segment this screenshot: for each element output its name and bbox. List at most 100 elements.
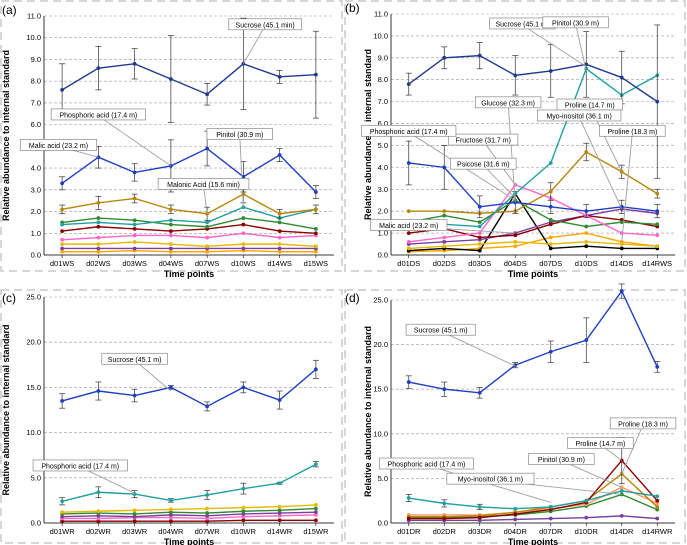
callout-box	[450, 157, 517, 170]
data-point	[277, 511, 282, 515]
series-sucrose-45-1-m-	[405, 24, 661, 179]
data-point	[168, 229, 173, 234]
series-line	[408, 199, 658, 228]
data-point	[406, 496, 411, 500]
y-tick-label: 8.0	[378, 75, 388, 84]
data-point	[241, 514, 246, 519]
data-point	[96, 235, 101, 240]
data-point	[313, 506, 318, 511]
data-point	[313, 249, 318, 254]
y-tick-label: 25.0	[26, 293, 41, 302]
series-line	[62, 514, 316, 520]
callout-box	[101, 352, 168, 365]
data-point	[96, 389, 101, 393]
callout-label: Sucrose (45.1 m)	[108, 357, 162, 364]
data-point	[205, 224, 210, 229]
data-point	[406, 380, 411, 384]
y-tick-label: 2.0	[378, 207, 388, 216]
series-line	[408, 289, 658, 394]
data-point	[205, 511, 210, 515]
data-point	[584, 338, 589, 343]
callout-box	[228, 18, 302, 31]
data-point	[477, 518, 482, 523]
data-point	[277, 249, 282, 254]
data-point	[60, 249, 65, 254]
series-line	[61, 463, 317, 502]
data-point	[241, 216, 246, 220]
callout-label: Malic acid (23.2 m)	[379, 223, 438, 230]
data-point	[477, 515, 482, 520]
y-tick-label: 10.0	[373, 31, 388, 40]
data-point	[313, 72, 318, 77]
data-point	[584, 209, 589, 214]
data-point	[548, 246, 553, 251]
callout-label: Phosphoric acid (17.4 m)	[388, 462, 466, 469]
series-line	[408, 232, 658, 253]
data-point	[168, 218, 173, 223]
data-point	[477, 235, 482, 240]
data-point	[96, 490, 101, 495]
x-tick-label: d04WS	[159, 259, 184, 268]
data-point	[132, 218, 137, 223]
data-point	[584, 150, 589, 154]
data-point	[205, 235, 210, 240]
data-point	[477, 242, 482, 246]
data-point	[584, 224, 589, 229]
data-point	[442, 209, 447, 214]
callout-line	[621, 424, 644, 475]
data-point	[442, 213, 447, 218]
data-point	[313, 518, 318, 523]
callout-box	[32, 459, 128, 472]
data-point	[241, 222, 246, 227]
panel-letter: (a)	[2, 3, 17, 17]
data-point	[60, 237, 65, 242]
series-line	[408, 473, 658, 518]
x-tick-label: d01DS	[397, 259, 420, 268]
panel-letter: (d)	[345, 291, 360, 305]
data-point	[60, 514, 65, 519]
callout-box	[206, 128, 273, 140]
callout-label: Phosphoric acid (17.4 m)	[370, 129, 448, 136]
x-tick-label: d15WS	[304, 259, 329, 268]
y-tick-label: 20.0	[26, 338, 41, 347]
callout-line	[522, 24, 587, 67]
data-point	[655, 507, 660, 512]
data-point	[406, 239, 411, 244]
series-line	[408, 208, 658, 245]
callout-label: Phosphoric acid (17.4 m)	[41, 463, 119, 470]
data-point	[132, 222, 137, 227]
data-point	[96, 249, 101, 254]
series-line	[408, 151, 658, 215]
x-tick-label: d02WS	[86, 259, 111, 268]
callout-label: Sucrose (45.1 m)	[496, 21, 550, 28]
data-point	[168, 77, 173, 81]
x-tick-label: d14RWR	[642, 527, 673, 536]
data-point	[548, 235, 553, 240]
data-point	[513, 517, 518, 522]
data-point	[442, 235, 447, 240]
y-tick-label: 15.0	[373, 385, 388, 394]
data-point	[477, 248, 482, 253]
y-axis-label: Relative abundance to internal standard	[1, 50, 11, 221]
data-point	[168, 385, 173, 390]
data-point	[513, 191, 518, 196]
data-point	[313, 207, 318, 212]
data-point	[277, 508, 282, 513]
data-point	[241, 246, 246, 251]
series-line	[408, 490, 658, 510]
data-point	[60, 399, 65, 403]
data-point	[132, 196, 137, 201]
y-tick-label: 15.0	[26, 383, 41, 392]
callout-line	[507, 103, 516, 203]
data-point	[548, 516, 553, 521]
data-point	[96, 216, 101, 220]
y-tick-label: 11.0	[27, 12, 41, 21]
data-point	[442, 165, 447, 170]
data-point	[60, 181, 65, 186]
data-point	[205, 146, 210, 151]
data-point	[132, 393, 137, 398]
callout-line	[440, 330, 516, 367]
series-line	[62, 504, 316, 513]
x-tick-label: d01DR	[397, 527, 421, 536]
data-point	[406, 161, 411, 165]
